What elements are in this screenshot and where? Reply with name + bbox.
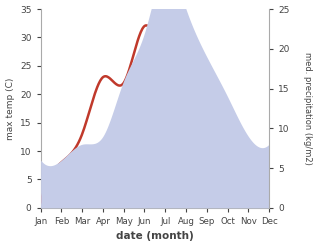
X-axis label: date (month): date (month) — [116, 231, 194, 242]
Y-axis label: med. precipitation (kg/m2): med. precipitation (kg/m2) — [303, 52, 313, 165]
Y-axis label: max temp (C): max temp (C) — [5, 77, 15, 140]
